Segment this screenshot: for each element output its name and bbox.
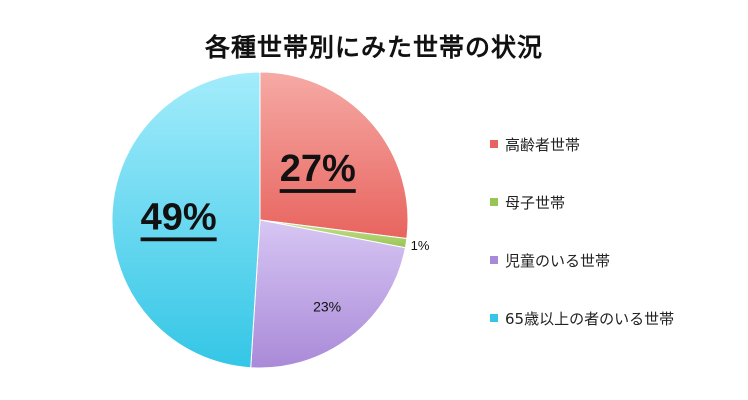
slice-data-label: 49% (141, 196, 217, 238)
legend-item-with-children: 児童のいる世帯 (490, 231, 674, 289)
pie-slice (111, 71, 261, 369)
legend-swatch (490, 140, 498, 148)
legend-label: 高齢者世帯 (505, 135, 581, 154)
legend-label: 児童のいる世帯 (505, 251, 611, 270)
slice-data-label: 1% (411, 238, 430, 253)
pie-slice (250, 219, 406, 369)
legend-swatch (490, 256, 498, 264)
legend-label: 母子世帯 (505, 193, 566, 212)
legend-label: 65歳以上の者のいる世帯 (505, 309, 675, 328)
legend-swatch (490, 198, 498, 206)
legend-swatch (490, 314, 498, 322)
chart-title: 各種世帯別にみた世帯の状況 (204, 33, 543, 62)
slice-data-label: 23% (313, 299, 341, 315)
slice-data-label: 27% (280, 148, 356, 190)
legend-item-with-65-plus: 65歳以上の者のいる世帯 (490, 289, 674, 347)
legend-item-elderly: 高齢者世帯 (490, 115, 674, 173)
pie-slice (259, 71, 409, 240)
legend-item-single-mother: 母子世帯 (490, 173, 674, 231)
legend: 高齢者世帯 母子世帯 児童のいる世帯 65歳以上の者のいる世帯 (490, 115, 674, 347)
